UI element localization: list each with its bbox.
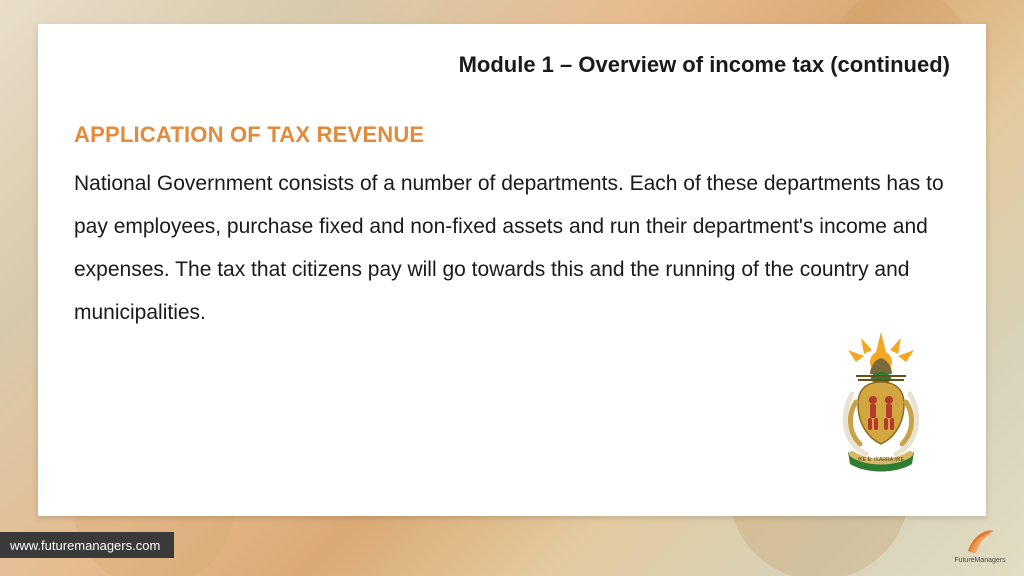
footer-url-bar: www.futuremanagers.com — [0, 532, 174, 558]
footer-url-text: www.futuremanagers.com — [10, 538, 160, 553]
body-paragraph: National Government consists of a number… — [74, 162, 944, 334]
svg-text:!KE E: /XARRA //KE: !KE E: /XARRA //KE — [858, 457, 905, 463]
swoosh-icon — [964, 527, 996, 555]
coat-of-arms-icon: !KE E: /XARRA //KE — [826, 324, 936, 474]
slide-background: Module 1 – Overview of income tax (conti… — [0, 0, 1024, 576]
content-card: Module 1 – Overview of income tax (conti… — [38, 24, 986, 516]
module-title: Module 1 – Overview of income tax (conti… — [74, 52, 950, 78]
brand-logo: FutureManagers — [950, 520, 1010, 564]
brand-name-text: FutureManagers — [954, 557, 1005, 564]
section-heading: APPLICATION OF TAX REVENUE — [74, 122, 950, 148]
